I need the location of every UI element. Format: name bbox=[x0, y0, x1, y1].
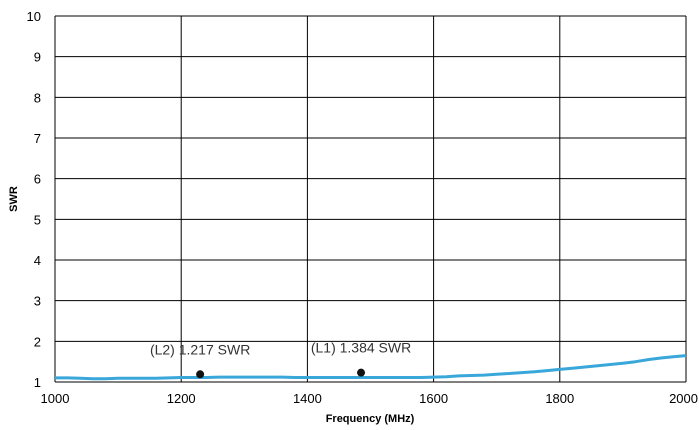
marker-point bbox=[357, 368, 366, 377]
x-tick-label: 1000 bbox=[41, 391, 70, 406]
y-tick-label: 9 bbox=[34, 50, 41, 65]
x-axis-title: Frequency (MHz) bbox=[326, 413, 415, 425]
y-tick-label: 4 bbox=[34, 253, 41, 268]
marker-label: (L2) 1.217 SWR bbox=[150, 341, 250, 357]
y-tick-label: 6 bbox=[34, 172, 41, 187]
x-tick-label: 1200 bbox=[167, 391, 196, 406]
y-tick-label: 8 bbox=[34, 90, 41, 105]
marker-point bbox=[196, 370, 205, 379]
x-tick-label: 1800 bbox=[545, 391, 574, 406]
y-tick-label: 7 bbox=[34, 131, 41, 146]
y-tick-label: 10 bbox=[27, 9, 41, 24]
series-layer bbox=[55, 354, 687, 381]
series-line bbox=[55, 354, 687, 381]
x-tick-label: 1400 bbox=[293, 391, 322, 406]
marker-label: (L1) 1.384 SWR bbox=[311, 340, 411, 356]
y-tick-labels: 1 2 3 4 5 6 7 8 9 10 bbox=[27, 9, 41, 390]
x-tick-label: 1600 bbox=[419, 391, 448, 406]
y-tick-label: 3 bbox=[34, 294, 41, 309]
y-tick-label: 1 bbox=[34, 375, 41, 390]
markers-layer: (L2) 1.217 SWR (L1) 1.384 SWR bbox=[150, 340, 411, 379]
x-tick-label: 2000 bbox=[669, 391, 698, 406]
y-tick-label: 5 bbox=[34, 212, 41, 227]
plot-background bbox=[55, 16, 686, 382]
y-tick-label: 2 bbox=[34, 334, 41, 349]
x-tick-labels: 1000 1200 1400 1600 1800 2000 bbox=[41, 391, 698, 406]
grid bbox=[54, 15, 687, 383]
y-axis-title: SWR bbox=[8, 186, 20, 212]
